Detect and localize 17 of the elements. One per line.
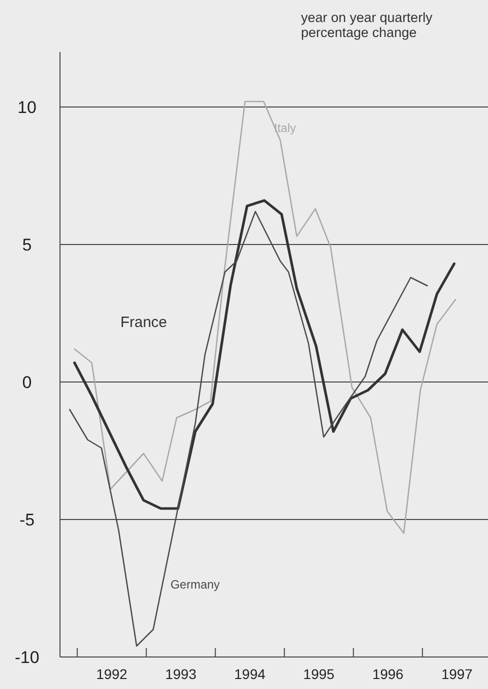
x-tick-label: 1995 bbox=[303, 666, 335, 682]
text: France bbox=[120, 314, 167, 331]
y-tick-label: 0 bbox=[22, 373, 32, 392]
x-tick-label: 1997 bbox=[441, 666, 473, 682]
y-tick-label: 10 bbox=[18, 98, 36, 117]
y-axis-title: year on year quarterly percentage change bbox=[301, 10, 433, 40]
series-label: Italy bbox=[274, 120, 296, 135]
line-series bbox=[74, 100, 456, 534]
y-tick-label: -5 bbox=[19, 510, 35, 530]
series-label: Germany bbox=[170, 577, 220, 592]
line-series bbox=[73, 199, 456, 510]
x-tick-label: 1993 bbox=[165, 666, 197, 682]
x-tick-label: 1996 bbox=[372, 666, 404, 682]
x-tick-label: 1992 bbox=[96, 666, 128, 682]
y-tick-label: -10 bbox=[14, 648, 40, 667]
y-tick-label: 5 bbox=[22, 236, 32, 254]
x-tick-label: 1994 bbox=[234, 666, 266, 682]
